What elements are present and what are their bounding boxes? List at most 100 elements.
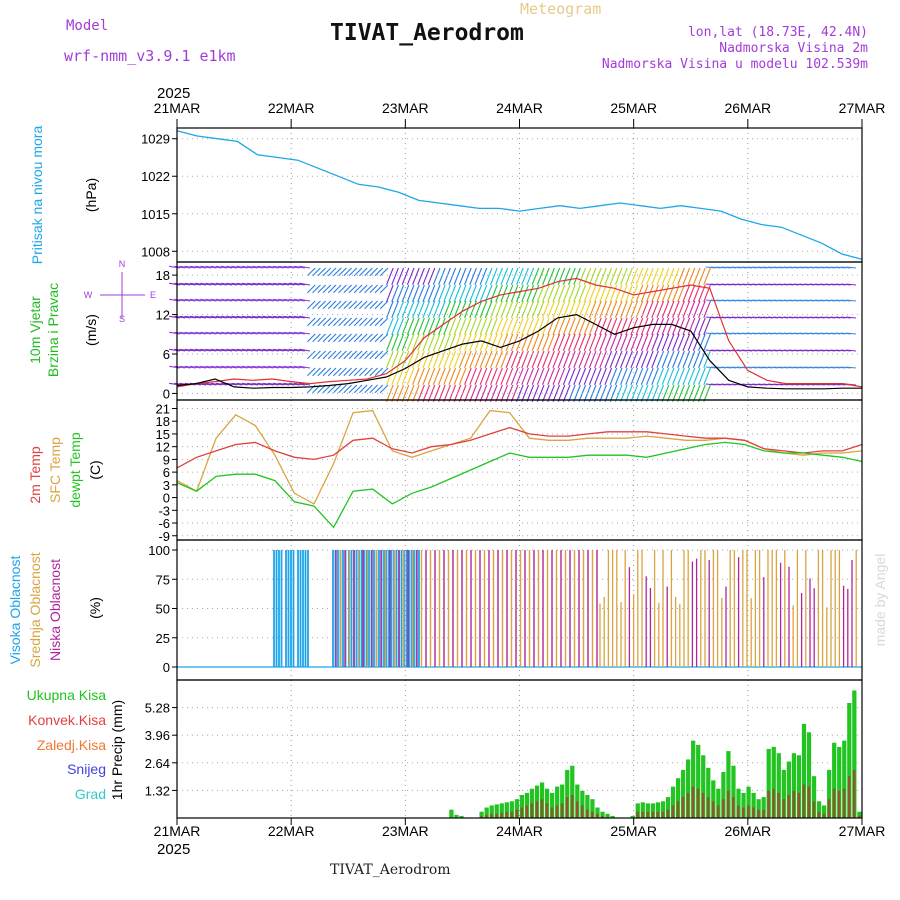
wind-barb bbox=[594, 333, 602, 351]
wind-tick-label: 0 bbox=[163, 386, 170, 401]
precip-total-bar bbox=[660, 801, 666, 818]
wind-barb bbox=[573, 350, 581, 368]
cloud-tick-label: 100 bbox=[148, 543, 170, 558]
wind-barb bbox=[620, 300, 628, 318]
precip-total-bar bbox=[771, 746, 776, 818]
wind-barb bbox=[646, 367, 654, 385]
wind-barb bbox=[195, 365, 207, 369]
precip-conv-bar bbox=[792, 790, 796, 818]
precip-total-bar bbox=[550, 792, 555, 818]
wind-barb bbox=[205, 298, 217, 302]
wind-barb bbox=[312, 267, 321, 277]
wind-barb bbox=[536, 384, 545, 402]
lonlat-label: lon,lat (18.73E, 42.4N) bbox=[687, 25, 868, 40]
precip-conv-bar bbox=[585, 809, 589, 818]
wind-barb bbox=[396, 267, 405, 285]
wind-barb bbox=[510, 350, 519, 368]
wind-barb bbox=[703, 317, 711, 335]
wind-barb bbox=[651, 384, 659, 402]
wind-barb bbox=[317, 350, 326, 360]
wind-barb bbox=[359, 284, 368, 294]
wind-barb bbox=[620, 333, 628, 351]
wind-barb bbox=[614, 367, 623, 385]
wind-barb bbox=[396, 317, 405, 335]
wind-barb bbox=[672, 367, 680, 385]
wind-barb bbox=[464, 284, 472, 302]
wind-barb bbox=[174, 298, 186, 302]
wind-barb bbox=[317, 267, 326, 277]
wind-barb bbox=[552, 267, 561, 285]
wind-barb bbox=[283, 315, 295, 319]
wind-barb bbox=[552, 300, 561, 318]
wind-barb bbox=[651, 367, 659, 385]
precip-total-bar bbox=[832, 742, 837, 818]
precip-conv-bar bbox=[737, 805, 740, 818]
wind-barb bbox=[604, 300, 613, 318]
wind-barb bbox=[661, 333, 670, 351]
wind-barb bbox=[666, 333, 675, 351]
precip-total-bar bbox=[580, 790, 585, 818]
precip-total-bar bbox=[746, 786, 751, 818]
wind-barb bbox=[348, 367, 358, 377]
wind-barb bbox=[317, 367, 326, 377]
cloud-high-label: Visoka Oblacnost bbox=[7, 556, 23, 665]
precip-conv-bar bbox=[545, 803, 549, 818]
wind-barb bbox=[195, 282, 207, 286]
precip-legend-label-4: Grad bbox=[75, 786, 106, 802]
wind-barb bbox=[322, 284, 332, 294]
precip-total-bar bbox=[560, 784, 565, 818]
wind-barb bbox=[500, 333, 509, 351]
wind-barb bbox=[327, 384, 337, 394]
precip-tick-label: 2.64 bbox=[145, 756, 170, 771]
precip-total-bar bbox=[756, 799, 761, 818]
wind-barb bbox=[417, 384, 425, 402]
wind-barb bbox=[542, 267, 550, 285]
wind-barb bbox=[432, 300, 441, 318]
wind-barb bbox=[845, 283, 857, 286]
wind-barb bbox=[210, 348, 222, 352]
pressure-tick-label: 1022 bbox=[141, 169, 170, 184]
wind-barb bbox=[692, 300, 701, 318]
wind-barb bbox=[438, 384, 446, 402]
wind-barb bbox=[179, 315, 191, 319]
wind-barb bbox=[573, 267, 581, 285]
wind-barb bbox=[293, 365, 305, 369]
precip-total-bar bbox=[655, 802, 661, 818]
wind-barb bbox=[453, 300, 462, 318]
dewpoint-line bbox=[176, 441, 863, 529]
wind-barb bbox=[359, 367, 368, 377]
wind-barb bbox=[312, 317, 321, 327]
wind-barb bbox=[231, 348, 243, 352]
wind-barb bbox=[453, 367, 462, 385]
wind-barb bbox=[677, 333, 685, 351]
wind-barb bbox=[521, 284, 529, 302]
sfc-temp-label: SFC Temp bbox=[47, 437, 63, 503]
wind-barb bbox=[588, 300, 597, 318]
precip-total-bar bbox=[519, 795, 525, 818]
wind-barb bbox=[262, 348, 274, 352]
wind-barb bbox=[552, 350, 561, 368]
wind-barb bbox=[391, 267, 399, 285]
wind-barb bbox=[278, 265, 290, 269]
precip-conv-bar bbox=[807, 786, 811, 818]
wind-barb bbox=[252, 331, 264, 335]
wind-barb bbox=[495, 350, 503, 368]
wind-barb bbox=[262, 365, 274, 369]
wind-barb bbox=[557, 350, 566, 368]
precip-total-bar bbox=[504, 802, 509, 818]
precip-conv-bar bbox=[646, 811, 649, 818]
wind-barb bbox=[343, 267, 352, 277]
wind-barb bbox=[412, 367, 420, 385]
wind-barb bbox=[406, 384, 415, 402]
temp-tick-label: 21 bbox=[156, 401, 170, 416]
precip-conv-bar bbox=[802, 784, 806, 818]
wind-barb bbox=[630, 317, 639, 335]
wind-barb bbox=[495, 333, 503, 351]
compass-s: S bbox=[119, 314, 125, 324]
wind-barb bbox=[651, 317, 659, 335]
wind-barb bbox=[677, 367, 685, 385]
wind-barb bbox=[257, 282, 269, 286]
wind-barb bbox=[369, 333, 378, 343]
wind-barb bbox=[307, 267, 316, 277]
wind-barb bbox=[189, 265, 201, 269]
